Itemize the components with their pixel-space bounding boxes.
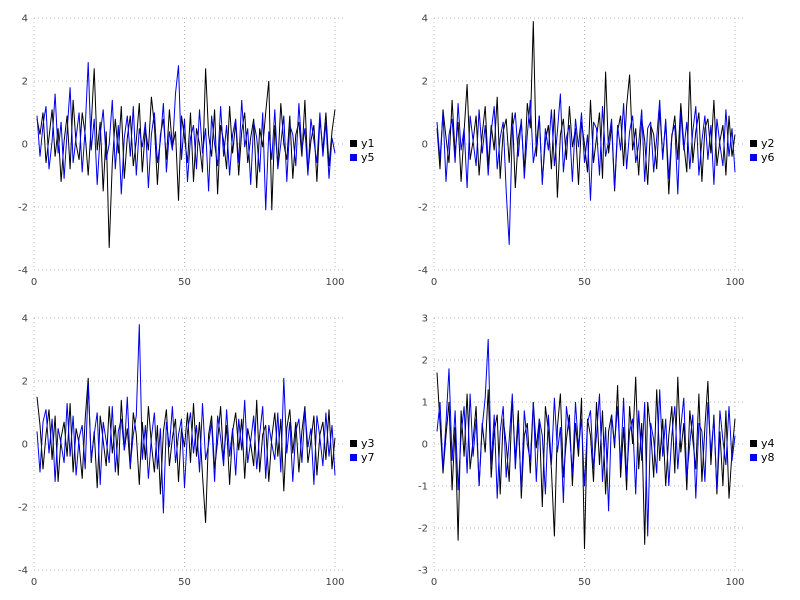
x-tick-label: 0 [31,577,37,588]
legend-item-y8: y8 [750,452,796,463]
chart-panel-y2-y6: -4 -2 0 2 4 0 50 100 y2 y6 [400,0,800,300]
y-tick-label: -2 [18,503,28,514]
y-tick-label: 4 [422,14,428,25]
y-tick-label: -2 [18,203,28,214]
legend-y4-y8: y4 y8 [750,438,796,463]
x-tick-label: 100 [725,277,744,288]
legend-swatch-y7 [350,453,357,461]
legend-item-y1: y1 [350,138,396,149]
y-tick-label: 0 [422,140,428,151]
y-tick-label: -4 [418,266,428,277]
y-tick-label: -1 [418,482,428,493]
legend-y1-y5: y1 y5 [350,138,396,163]
legend-item-y6: y6 [750,152,796,163]
legend-swatch-y5 [350,153,357,161]
plot-area-y1-y5: -4 -2 0 2 4 0 50 100 [18,14,345,289]
y-tick-label: 4 [22,14,28,25]
y-tick-label: 0 [22,140,28,151]
legend-label-y6: y6 [761,150,775,164]
legend-label-y3: y3 [361,436,375,450]
legend-item-y5: y5 [350,152,396,163]
legend-swatch-y8 [750,453,757,461]
x-tick-label: 0 [431,577,437,588]
y-tick-label: 0 [22,440,28,451]
y-tick-label: -4 [18,266,28,277]
legend-swatch-y2 [750,139,757,147]
chart-panel-y1-y5: -4 -2 0 2 4 0 50 100 y1 y5 [0,0,400,300]
y-tick-label: 2 [422,356,428,367]
series-line-y6 [436,93,736,245]
x-tick-label: 100 [325,277,344,288]
y-tick-label: 4 [22,314,28,325]
legend-label-y5: y5 [361,150,375,164]
chart-panel-y4-y8: -3 -2 -1 0 1 2 3 0 50 100 y4 y8 [400,300,800,600]
y-tick-label: 2 [422,77,428,88]
legend-label-y7: y7 [361,450,375,464]
legend-item-y7: y7 [350,452,396,463]
x-tick-label: 50 [578,577,591,588]
x-tick-label: 50 [178,577,191,588]
legend-label-y8: y8 [761,450,775,464]
legend-swatch-y3 [350,439,357,447]
legend-item-y3: y3 [350,438,396,449]
legend-swatch-y4 [750,439,757,447]
series-line-y2 [436,21,736,198]
y-tick-label: 0 [422,440,428,451]
x-tick-label: 50 [578,277,591,288]
y-tick-label: -3 [418,566,428,577]
series-line-y5 [36,62,336,211]
series-line-y7 [36,324,336,514]
y-tick-label: -4 [18,566,28,577]
x-tick-label: 100 [325,577,344,588]
x-tick-label: 0 [31,277,37,288]
legend-item-y4: y4 [750,438,796,449]
plot-area-y3-y7: -4 -2 0 2 4 0 50 100 [18,314,345,589]
legend-y3-y7: y3 y7 [350,438,396,463]
legend-item-y2: y2 [750,138,796,149]
y-tick-label: -2 [418,203,428,214]
series-line-y3 [36,377,336,523]
plot-area-y4-y8: -3 -2 -1 0 1 2 3 0 50 100 [418,314,745,589]
legend-swatch-y6 [750,153,757,161]
legend-label-y2: y2 [761,136,775,150]
y-tick-label: 3 [422,314,428,325]
legend-y2-y6: y2 y6 [750,138,796,163]
series-line-y8 [436,338,736,537]
legend-label-y4: y4 [761,436,775,450]
series-line-y4 [436,372,736,550]
x-tick-label: 0 [431,277,437,288]
y-tick-label: 1 [422,398,428,409]
legend-label-y1: y1 [361,136,375,150]
x-tick-label: 50 [178,277,191,288]
y-tick-label: 2 [22,77,28,88]
y-tick-label: 2 [22,377,28,388]
plot-area-y2-y6: -4 -2 0 2 4 0 50 100 [418,14,745,289]
x-tick-label: 100 [725,577,744,588]
chart-panel-y3-y7: -4 -2 0 2 4 0 50 100 y3 y7 [0,300,400,600]
y-tick-label: -2 [418,524,428,535]
legend-swatch-y1 [350,139,357,147]
